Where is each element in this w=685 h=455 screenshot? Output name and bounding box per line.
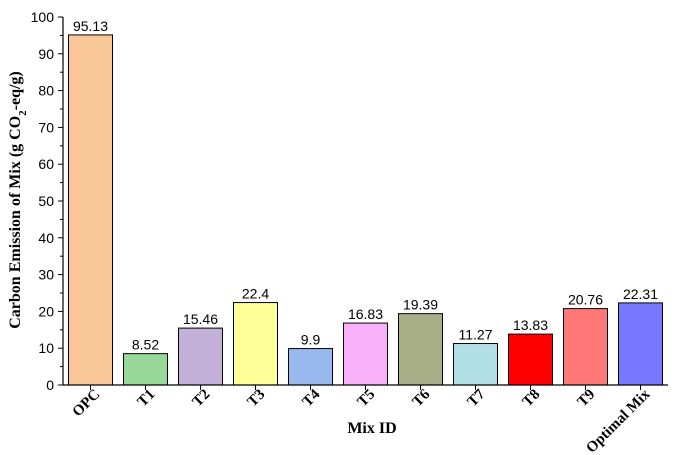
bar-value-label: 22.4 bbox=[242, 286, 269, 302]
bar-value-label: 11.27 bbox=[459, 327, 493, 343]
x-category-label: T2 bbox=[190, 387, 214, 411]
x-category-label: T6 bbox=[410, 386, 434, 410]
y-tick-label: 40 bbox=[38, 230, 54, 246]
y-axis-title: Carbon Emission of Mix (g CO2-eq/g) bbox=[7, 71, 29, 329]
x-axis-title: Mix ID bbox=[347, 420, 396, 437]
bar-value-label: 16.83 bbox=[348, 306, 383, 322]
x-category-label: T7 bbox=[465, 386, 489, 410]
bar bbox=[123, 353, 168, 386]
y-tick-label: 80 bbox=[38, 83, 54, 99]
y-axis-title-subscript: 2 bbox=[17, 110, 29, 116]
bar bbox=[233, 302, 278, 386]
y-axis-ticks: 0 10 20 30 40 50 60 70 80 90 100 bbox=[31, 9, 63, 393]
x-category-label: T8 bbox=[520, 387, 544, 411]
bar bbox=[398, 313, 443, 386]
bar-value-label: 9.9 bbox=[301, 332, 321, 348]
y-axis-title-end: -eq/g) bbox=[7, 71, 24, 110]
bar-value-label: 8.52 bbox=[132, 337, 159, 353]
bar-value-label: 19.39 bbox=[403, 297, 438, 313]
x-category-label: T1 bbox=[135, 387, 159, 411]
y-tick-label: 100 bbox=[31, 9, 55, 25]
bar bbox=[508, 333, 553, 386]
y-tick-label: 10 bbox=[38, 340, 54, 356]
x-category-label: T9 bbox=[575, 387, 599, 411]
bar bbox=[288, 348, 333, 386]
y-axis-title-main: Carbon Emission of Mix (g CO bbox=[7, 116, 24, 329]
y-tick-label: 30 bbox=[38, 267, 54, 283]
x-category-label: T4 bbox=[300, 386, 324, 410]
bar-value-label: 20.76 bbox=[568, 292, 603, 308]
bar bbox=[343, 322, 388, 386]
bar-value-label: 22.31 bbox=[623, 286, 658, 302]
x-category-label: T5 bbox=[355, 387, 379, 411]
y-tick-label: 90 bbox=[38, 46, 54, 62]
bar-value-label: 13.83 bbox=[513, 317, 548, 333]
bar-value-label: 15.46 bbox=[183, 311, 218, 327]
x-category-label: OPC bbox=[70, 387, 104, 421]
bar-value-label: 95.13 bbox=[73, 18, 108, 34]
y-tick-label: 60 bbox=[38, 156, 54, 172]
data-labels: 95.13 8.52 15.46 22.4 9.9 16.83 19.39 11.27 13.8… bbox=[73, 18, 658, 353]
y-tick-label: 0 bbox=[46, 377, 54, 393]
bar bbox=[178, 327, 223, 386]
y-tick-label: 50 bbox=[38, 193, 54, 209]
bar bbox=[68, 34, 113, 386]
bars bbox=[68, 34, 663, 386]
x-category-label: T3 bbox=[245, 387, 269, 411]
y-tick-label: 20 bbox=[38, 303, 54, 319]
bar bbox=[453, 343, 498, 386]
y-tick-label: 70 bbox=[38, 119, 54, 135]
bar bbox=[563, 308, 608, 386]
bar bbox=[618, 302, 663, 386]
